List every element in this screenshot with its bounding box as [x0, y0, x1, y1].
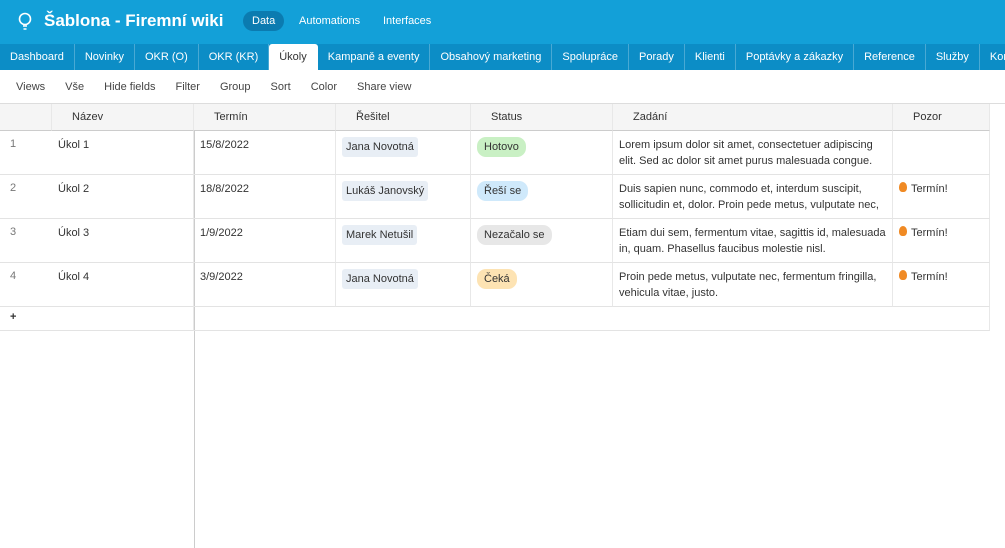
row-number: 3 — [0, 219, 52, 263]
cell-text: 1/9/2022 — [200, 227, 243, 239]
cell[interactable]: Marek Netušil — [336, 219, 471, 263]
add-row[interactable]: + — [0, 307, 194, 331]
cell[interactable]: Úkol 1 — [52, 131, 194, 175]
cell[interactable]: Jana Novotná — [336, 263, 471, 307]
header-cell — [0, 104, 52, 131]
tab[interactable]: Služby — [926, 44, 980, 70]
tab[interactable]: Porady — [629, 44, 685, 70]
column-header[interactable]: Zadání — [613, 104, 893, 131]
cell[interactable]: Etiam dui sem, fermentum vitae, sagittis… — [613, 219, 893, 263]
cell-text: Proin pede metus, vulputate nec, ferment… — [619, 271, 877, 299]
nav-button[interactable]: Data — [243, 11, 285, 31]
frozen-divider — [194, 104, 195, 548]
flame-icon — [899, 226, 907, 236]
cell[interactable]: 18/8/2022 — [194, 175, 336, 219]
cell[interactable]: Lorem ipsum dolor sit amet, consectetuer… — [613, 131, 893, 175]
row-number: 2 — [0, 175, 52, 219]
top-bar: Šablona - Firemní wiki Data Automations In… — [0, 0, 1005, 44]
cell[interactable]: Termín! — [893, 175, 990, 219]
cell-text: 18/8/2022 — [200, 183, 249, 195]
status-pill: Nezačalo se — [477, 225, 552, 245]
cell[interactable]: Úkol 3 — [52, 219, 194, 263]
cell-text: 3/9/2022 — [200, 271, 243, 283]
tab[interactable]: Novinky — [75, 44, 135, 70]
cell[interactable]: Řeší se — [471, 175, 613, 219]
cell[interactable]: Úkol 2 — [52, 175, 194, 219]
cell[interactable] — [893, 131, 990, 175]
collaborator: Jana Novotná — [342, 137, 418, 157]
tab[interactable]: Úkoly — [269, 44, 318, 70]
tab[interactable]: Kontakty — [980, 44, 1005, 70]
cell[interactable]: Termín! — [893, 219, 990, 263]
bulb-icon — [18, 12, 32, 30]
column-header[interactable]: Status — [471, 104, 613, 131]
row-number: 4 — [0, 263, 52, 307]
tab[interactable]: Klienti — [685, 44, 736, 70]
toolbar-button[interactable]: Hide fields — [104, 80, 156, 93]
cell[interactable]: Jana Novotná — [336, 131, 471, 175]
cell[interactable]: 15/8/2022 — [194, 131, 336, 175]
cell[interactable]: Čeká — [471, 263, 613, 307]
cell-text: Lorem ipsum dolor sit amet, consectetuer… — [619, 139, 873, 167]
toolbar-button[interactable]: Vše — [65, 80, 85, 93]
tab[interactable]: OKR (O) — [135, 44, 199, 70]
tab[interactable]: Poptávky a zákazky — [736, 44, 855, 70]
status-pill: Hotovo — [477, 137, 526, 157]
status-pill: Řeší se — [477, 181, 529, 201]
tab[interactable]: Reference — [854, 44, 926, 70]
collaborator: Marek Netušil — [342, 225, 418, 245]
nav-button[interactable]: Interfaces — [383, 15, 432, 27]
cell-text: Úkol 4 — [58, 271, 90, 283]
nav-button[interactable]: Automations — [299, 15, 361, 27]
cell-text: Etiam dui sem, fermentum vitae, sagittis… — [619, 227, 886, 255]
cell-text: Úkol 3 — [58, 227, 90, 239]
warning: Termín! — [911, 271, 948, 283]
tab[interactable]: Spolupráce — [552, 44, 630, 70]
tab[interactable]: Dashboard — [0, 44, 75, 70]
cell[interactable]: Nezačalo se — [471, 219, 613, 263]
toolbar: Views Vše Hide fields Filter Group Sort Color S… — [0, 70, 1005, 104]
cell-text: Úkol 1 — [58, 139, 90, 151]
collaborator: Lukáš Janovský — [342, 181, 429, 201]
tab[interactable]: OKR (KR) — [199, 44, 270, 70]
warning: Termín! — [911, 227, 948, 239]
cell-text: Duis sapien nunc, commodo et, interdum s… — [619, 183, 879, 211]
warning: Termín! — [911, 183, 948, 195]
base-title[interactable]: Šablona - Firemní wiki — [44, 11, 224, 30]
toolbar-button[interactable]: Views — [16, 80, 46, 93]
toolbar-button[interactable]: Sort — [270, 80, 291, 93]
cell[interactable]: 1/9/2022 — [194, 219, 336, 263]
add-row-fill — [194, 307, 990, 331]
tab[interactable]: Kampaně a eventy — [318, 44, 431, 70]
column-header[interactable]: Řešitel — [336, 104, 471, 131]
cell[interactable]: Duis sapien nunc, commodo et, interdum s… — [613, 175, 893, 219]
cell[interactable]: 3/9/2022 — [194, 263, 336, 307]
toolbar-button[interactable]: Group — [219, 80, 251, 93]
status-pill: Čeká — [477, 269, 517, 289]
toolbar-button[interactable]: Color — [310, 80, 337, 93]
column-header[interactable]: Termín — [194, 104, 336, 131]
toolbar-button[interactable]: Filter — [175, 80, 200, 93]
cell-text: Úkol 2 — [58, 183, 90, 195]
flame-icon — [899, 270, 907, 280]
cell[interactable]: Hotovo — [471, 131, 613, 175]
cell-text: 15/8/2022 — [200, 139, 249, 151]
flame-icon — [899, 182, 907, 192]
toolbar-button[interactable]: Share view — [357, 80, 412, 93]
tab[interactable]: Obsahový marketing — [430, 44, 553, 70]
cell[interactable]: Lukáš Janovský — [336, 175, 471, 219]
cell[interactable]: Úkol 4 — [52, 263, 194, 307]
table-tabs: Dashboard Novinky OKR (O) OKR (KR) Úkoly Kamp… — [0, 44, 1005, 70]
column-header[interactable]: Název — [52, 104, 194, 131]
column-header[interactable]: Pozor — [893, 104, 990, 131]
cell[interactable]: Termín! — [893, 263, 990, 307]
row-number: 1 — [0, 131, 52, 175]
cell[interactable]: Proin pede metus, vulputate nec, ferment… — [613, 263, 893, 307]
collaborator: Jana Novotná — [342, 269, 418, 289]
